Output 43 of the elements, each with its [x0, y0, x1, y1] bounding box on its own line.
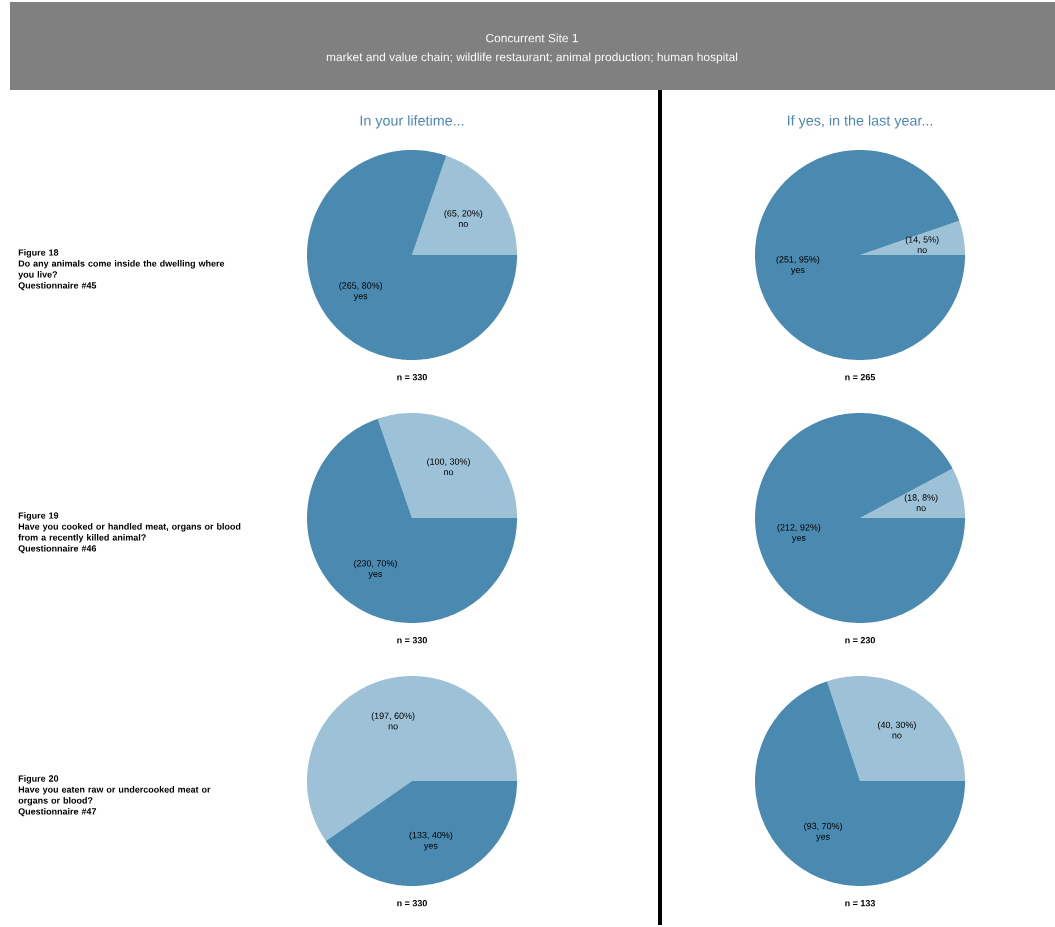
text: Have you cooked or handled meat, organs or blood from a recently killed animal?: [18, 523, 241, 543]
text: Questionnaire #45: [18, 282, 97, 291]
text: Concurrent Site 1: [486, 33, 578, 43]
data-label: (212, 92%): [777, 523, 821, 533]
data-label: (93, 70%): [804, 822, 842, 831]
text: n = 330: [397, 637, 427, 644]
slice-label: no: [444, 470, 454, 476]
data-label: (100, 30%): [427, 458, 470, 467]
text: n = 230: [845, 637, 875, 644]
caption: Figure 18: [18, 249, 59, 258]
slice-label: no: [388, 724, 398, 730]
slice-label: no: [458, 222, 468, 227]
slice-label: yes: [790, 268, 805, 275]
data-label: (230, 70%): [354, 559, 397, 569]
chart-title: In your lifetime...: [360, 115, 464, 129]
slice-label: yes: [368, 572, 383, 579]
chart-title: If yes, in the last year...: [787, 115, 933, 129]
text: Do any animals come inside the dwelling where you live?: [18, 260, 225, 280]
data-label: (133, 40%): [409, 831, 453, 841]
slice-label: no: [916, 506, 926, 512]
text: n = 265: [845, 374, 876, 381]
text: market and value chain; wildlife restaurant; animal production; human hospital: [326, 52, 738, 64]
slice-label: yes: [353, 294, 368, 301]
data-label: (40, 30%): [878, 721, 916, 730]
text: Questionnaire #47: [18, 808, 97, 817]
caption: Figure 19: [18, 512, 59, 521]
data-label: (197, 60%): [371, 712, 415, 721]
data-label: (65, 20%): [444, 209, 483, 219]
data-label: (265, 80%): [339, 282, 383, 291]
slice-label: no: [917, 248, 927, 254]
caption: Figure 20: [18, 775, 59, 784]
data-label: (14, 5%): [905, 236, 939, 245]
slice-label: yes: [791, 536, 806, 543]
slice-label: yes: [816, 834, 830, 842]
data-label: (251, 95%): [776, 255, 820, 265]
text: Have you eaten raw or undercooked meat or organs or blood?: [18, 786, 211, 806]
text: n = 330: [397, 374, 427, 381]
text: Questionnaire #46: [18, 545, 97, 554]
text: n = 330: [397, 900, 427, 907]
slice-label: yes: [423, 843, 438, 851]
slice-label: no: [892, 733, 902, 739]
data-label: (18, 8%): [904, 494, 938, 503]
text: n = 133: [845, 900, 875, 907]
